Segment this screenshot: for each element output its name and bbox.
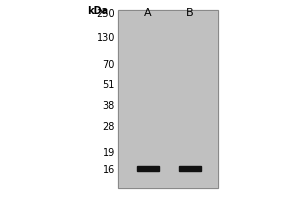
Text: 250: 250 <box>96 9 115 19</box>
Bar <box>179 166 201 170</box>
Text: kDa: kDa <box>87 6 108 16</box>
Text: A: A <box>144 8 152 18</box>
Text: 28: 28 <box>103 122 115 132</box>
Bar <box>118 10 218 188</box>
Text: 51: 51 <box>103 80 115 90</box>
Text: 16: 16 <box>103 165 115 175</box>
Text: 70: 70 <box>103 60 115 70</box>
Text: 38: 38 <box>103 101 115 111</box>
Text: B: B <box>186 8 194 18</box>
Bar <box>118 10 218 188</box>
Text: 19: 19 <box>103 148 115 158</box>
Text: 130: 130 <box>97 33 115 43</box>
Bar <box>137 166 159 170</box>
